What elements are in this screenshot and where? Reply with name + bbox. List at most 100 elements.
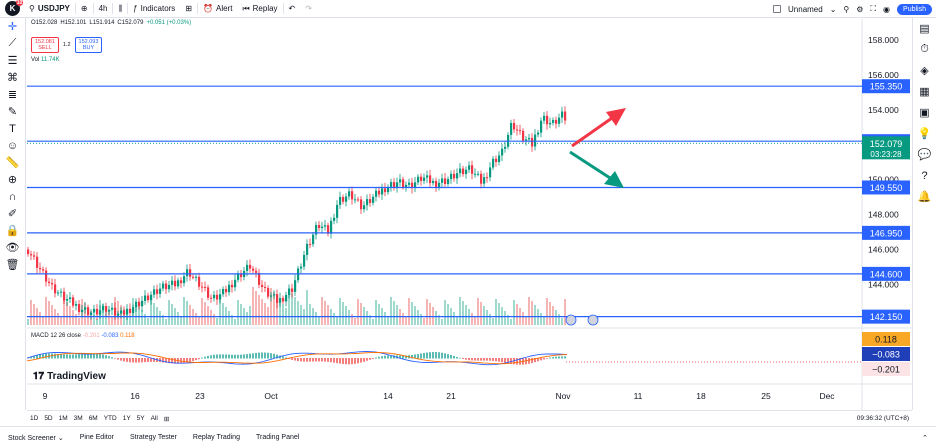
undo-button[interactable]: ↶ <box>284 0 301 18</box>
candle-body <box>429 175 432 184</box>
candle-body <box>387 186 390 193</box>
sell-button[interactable]: 152.081 SELL <box>31 37 59 53</box>
range-1y[interactable]: 1Y <box>122 415 131 422</box>
tab-label: Stock Screener <box>8 434 56 442</box>
macd-histogram-bar <box>471 358 473 361</box>
volume-bar <box>66 302 68 325</box>
trend-line-icon[interactable]: ⟋ <box>8 37 17 49</box>
fib-retracement-icon[interactable]: ≣ <box>7 89 18 101</box>
compare-symbol-button[interactable]: ⊕ <box>76 0 93 18</box>
candle-body <box>138 301 141 307</box>
candle-body <box>150 294 153 301</box>
eye-icon[interactable]: 👁 <box>5 242 20 254</box>
macd-histogram-bar <box>231 354 233 359</box>
chart-type-button[interactable]: ⫼ <box>113 0 127 18</box>
replay-button[interactable]: ⏮ Replay <box>237 0 282 18</box>
range-3m[interactable]: 3M <box>73 415 83 422</box>
search-icon[interactable]: ⚲ <box>843 4 850 14</box>
calendar-icon[interactable]: ▣ <box>919 107 930 119</box>
candle-body <box>543 115 546 121</box>
tab-stock-screener[interactable]: Stock Screener ⌄ <box>0 434 72 442</box>
zoom-in-icon[interactable]: ⊕ <box>7 174 18 186</box>
indicators-label: Indicators <box>140 4 176 13</box>
tab-pine-editor[interactable]: Pine Editor <box>79 434 114 441</box>
ruler-icon[interactable]: 📏 <box>5 157 20 169</box>
clock[interactable]: 09:36:32 (UTC+8) <box>856 415 909 422</box>
volume-bar <box>180 316 182 325</box>
buy-button[interactable]: 152.093 BUY <box>74 37 103 53</box>
layout-name[interactable]: Unnamed <box>788 4 823 14</box>
notifications-icon[interactable]: 🔔 <box>917 191 932 203</box>
legend-close: C152.079 <box>117 20 144 26</box>
range-1d[interactable]: 1D <box>30 415 39 422</box>
range-all[interactable]: All <box>150 415 158 422</box>
range-6m[interactable]: 6M <box>88 415 98 422</box>
redo-button[interactable]: ↷ <box>300 0 317 18</box>
macd-histogram-bar <box>375 357 377 359</box>
fullscreen-icon[interactable]: ⛶ <box>870 4 877 13</box>
candle-body <box>486 177 489 179</box>
macd-histogram-bar <box>135 358 137 363</box>
emoji-icon[interactable]: ☺ <box>6 139 19 152</box>
volume-bar <box>48 301 50 325</box>
symbol-search-button[interactable]: ⚲ USDJPY <box>24 0 75 18</box>
volume-bar <box>426 299 428 325</box>
publish-button[interactable]: Publish <box>897 3 932 15</box>
goto-date-icon[interactable]: ⊞ <box>163 415 170 423</box>
volume-bar <box>408 298 410 325</box>
crosshair-icon[interactable]: ✛ <box>7 21 18 33</box>
macd-histogram-bar <box>414 354 416 359</box>
chat-icon[interactable]: 💬 <box>917 149 932 161</box>
macd-histogram-bar <box>246 354 248 359</box>
gear-icon[interactable]: ⚙ <box>856 4 864 14</box>
macd-histogram-bar <box>357 358 359 364</box>
text-icon[interactable]: T <box>9 122 16 135</box>
level-price-tag <box>862 309 910 324</box>
layers-icon[interactable]: ◈ <box>920 65 929 77</box>
alarm-clock-icon: ⏰ <box>203 4 213 13</box>
macd-histogram-bar <box>54 353 56 359</box>
candle-body <box>459 168 462 174</box>
help-icon[interactable]: ? <box>921 169 928 182</box>
candle-body <box>372 196 375 203</box>
trash-icon[interactable]: 🗑 <box>5 259 20 271</box>
templates-button[interactable]: ⊞ <box>180 0 197 18</box>
macd-histogram-bar <box>519 358 521 365</box>
macd-histogram-bar <box>252 353 254 359</box>
tab-replay-trading[interactable]: Replay Trading <box>192 434 240 441</box>
volume-bar <box>369 315 371 325</box>
maximize-panel-icon[interactable]: ⌃ <box>922 434 928 442</box>
horizontal-lines-icon[interactable]: ☰ <box>7 55 18 67</box>
macd-histogram-bar <box>303 358 305 362</box>
brush-icon[interactable]: ✎ <box>7 106 18 118</box>
user-avatar[interactable]: K 10 <box>5 0 23 16</box>
volume-bar <box>339 298 341 325</box>
tab-strategy-tester[interactable]: Strategy Tester <box>129 434 177 441</box>
alerts-clock-icon[interactable]: ⏱ <box>920 43 929 55</box>
range-5d[interactable]: 5D <box>44 415 53 422</box>
magnet-icon[interactable]: ∩ <box>8 190 17 203</box>
pitchfork-icon[interactable]: ⌘ <box>7 72 18 84</box>
lock-drawing-icon[interactable]: ✐ <box>7 208 18 220</box>
watchlist-icon[interactable]: ▤ <box>919 23 930 35</box>
range-5y[interactable]: 5Y <box>136 415 145 422</box>
range-1m[interactable]: 1M <box>58 415 68 422</box>
volume-bar <box>396 305 398 325</box>
hotlist-icon[interactable]: ▦ <box>919 86 930 98</box>
tab-trading-panel[interactable]: Trading Panel <box>255 434 300 441</box>
interval-button[interactable]: 4h <box>94 0 113 18</box>
volume-bar <box>417 310 419 325</box>
tradingview-logo[interactable]: 𝟏𝟕 TradingView <box>33 371 106 382</box>
layout-checkbox[interactable] <box>773 5 782 13</box>
candle-body <box>366 199 369 206</box>
ideas-bulb-icon[interactable]: 💡 <box>917 128 932 140</box>
chevron-down-icon[interactable]: ⌄ <box>829 4 837 14</box>
candle-body <box>168 284 171 290</box>
camera-icon[interactable]: ◉ <box>883 4 891 14</box>
candle-body <box>288 288 291 295</box>
indicators-button[interactable]: ƒ Indicators <box>128 0 180 18</box>
lock-icon[interactable]: 🔒 <box>5 225 20 237</box>
alert-button[interactable]: ⏰ Alert <box>198 0 237 18</box>
range-ytd[interactable]: YTD <box>103 415 117 422</box>
